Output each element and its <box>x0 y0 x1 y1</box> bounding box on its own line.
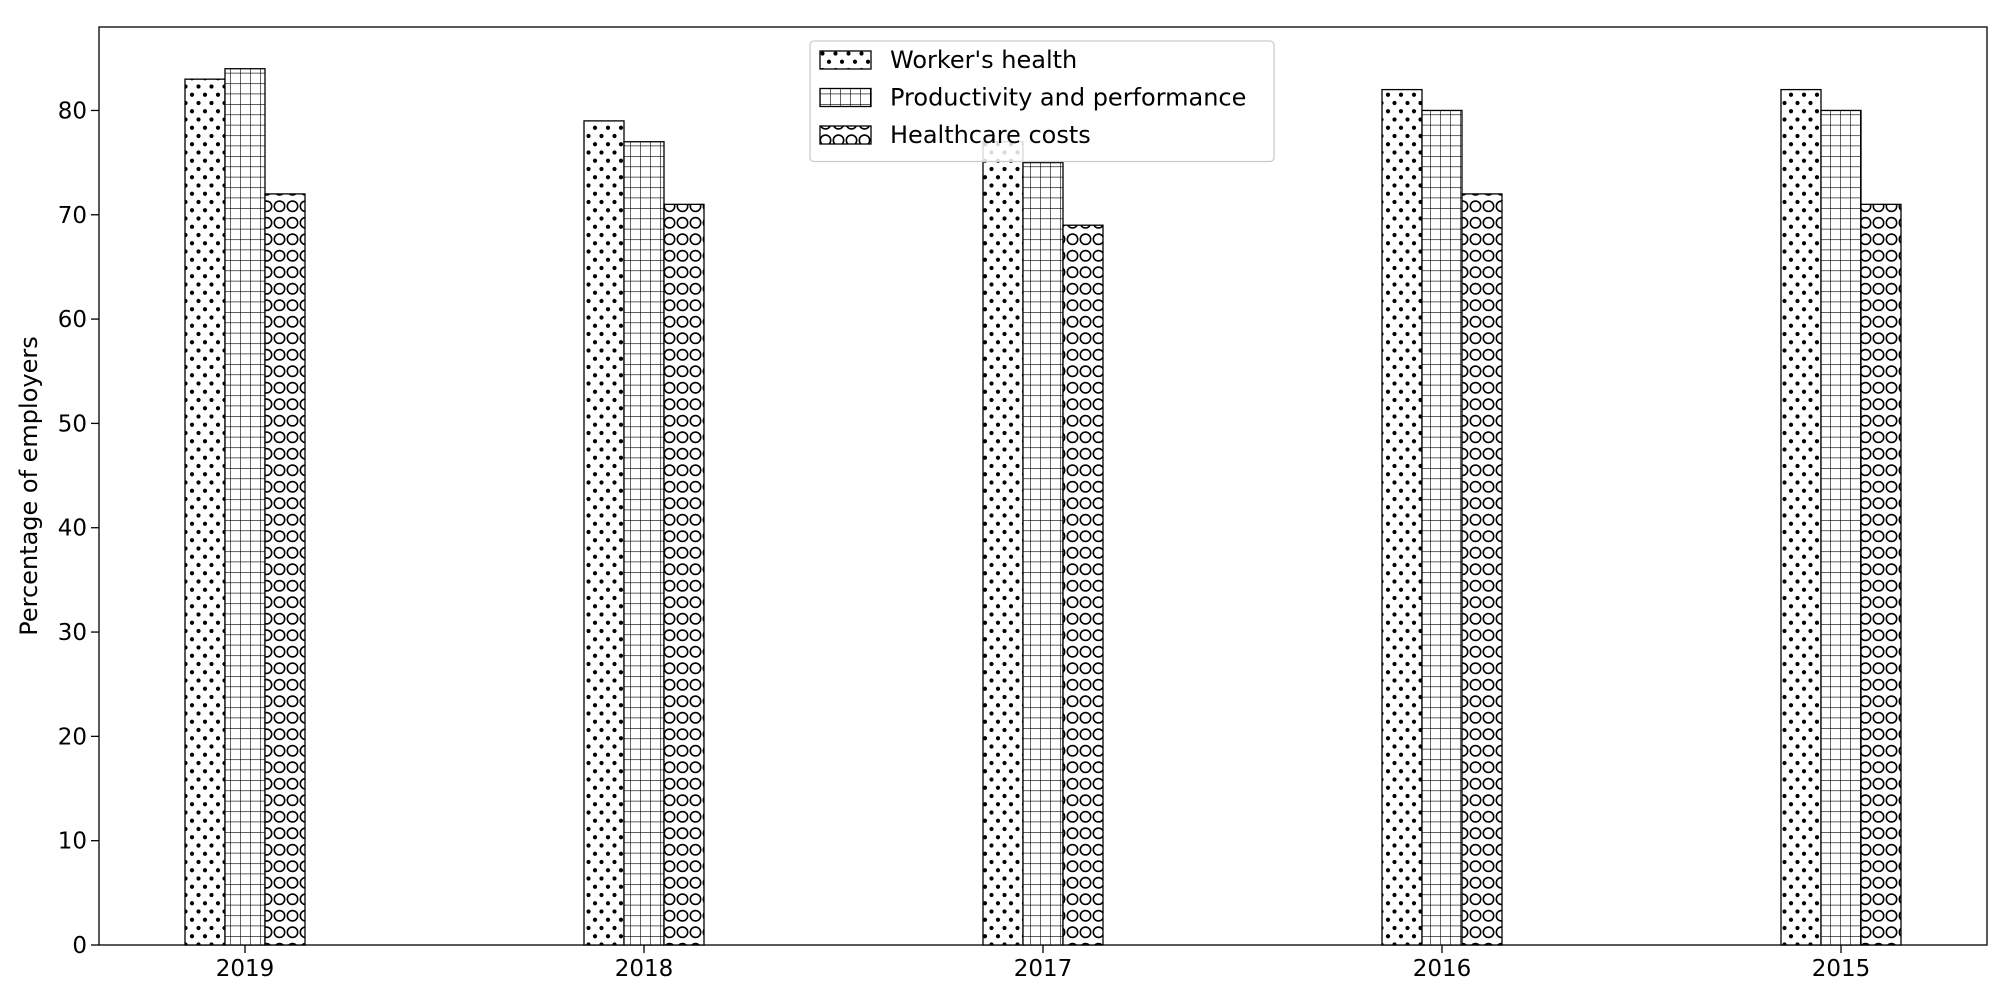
legend-frame <box>809 40 1275 163</box>
y-tick-label: 20 <box>58 724 87 750</box>
bar-dots-2017 <box>982 141 1024 946</box>
bar-circles-2016 <box>1461 193 1503 946</box>
x-tick-label: 2015 <box>1812 956 1871 982</box>
y-tick-label: 70 <box>58 203 87 229</box>
y-tick-label: 50 <box>58 411 87 437</box>
bar-grid-2017 <box>1022 161 1064 946</box>
y-tick-label: 60 <box>58 307 87 333</box>
bar-circles-2015 <box>1860 203 1902 946</box>
x-tick-label: 2018 <box>615 956 674 982</box>
y-tick-label: 40 <box>58 516 87 542</box>
x-tick-label: 2017 <box>1014 956 1073 982</box>
legend-entry-label: Healthcare costs <box>890 121 1091 149</box>
y-tick-label: 80 <box>58 98 87 124</box>
y-axis-label: Percentage of employers <box>15 336 43 635</box>
legend-swatch-dots <box>819 50 872 70</box>
plot-area <box>98 26 1988 946</box>
x-axis: 2019 2018 2017 2016 2015 <box>216 945 1871 982</box>
x-tick-label: 2016 <box>1413 956 1472 982</box>
bar-dots-2015 <box>1780 88 1822 946</box>
legend: Worker's health Productivity and performa… <box>809 40 1275 163</box>
bar-grid-2018 <box>623 141 665 946</box>
legend-entry-label: Worker's health <box>890 46 1077 74</box>
bar-dots-2018 <box>583 120 625 946</box>
bar-dots-2016 <box>1381 88 1423 946</box>
bar-grid-2015 <box>1820 109 1862 946</box>
legend-swatch-grid <box>819 87 872 108</box>
bar-grid-2016 <box>1421 109 1463 946</box>
bar-grid-2019 <box>224 68 266 946</box>
x-tick-label: 2019 <box>216 956 275 982</box>
y-tick-label: 10 <box>58 829 87 855</box>
bar-dots-2019 <box>184 78 226 946</box>
bar-circles-2017 <box>1062 224 1104 946</box>
legend-swatch-circles <box>819 125 872 145</box>
bar-circles-2018 <box>663 203 705 946</box>
y-axis: 0 10 20 30 40 50 60 70 80 <box>58 98 99 959</box>
y-tick-label: 30 <box>58 620 87 646</box>
y-tick-label: 0 <box>72 933 87 959</box>
bar-circles-2019 <box>264 193 306 946</box>
legend-entry-label: Productivity and performance <box>890 84 1246 112</box>
